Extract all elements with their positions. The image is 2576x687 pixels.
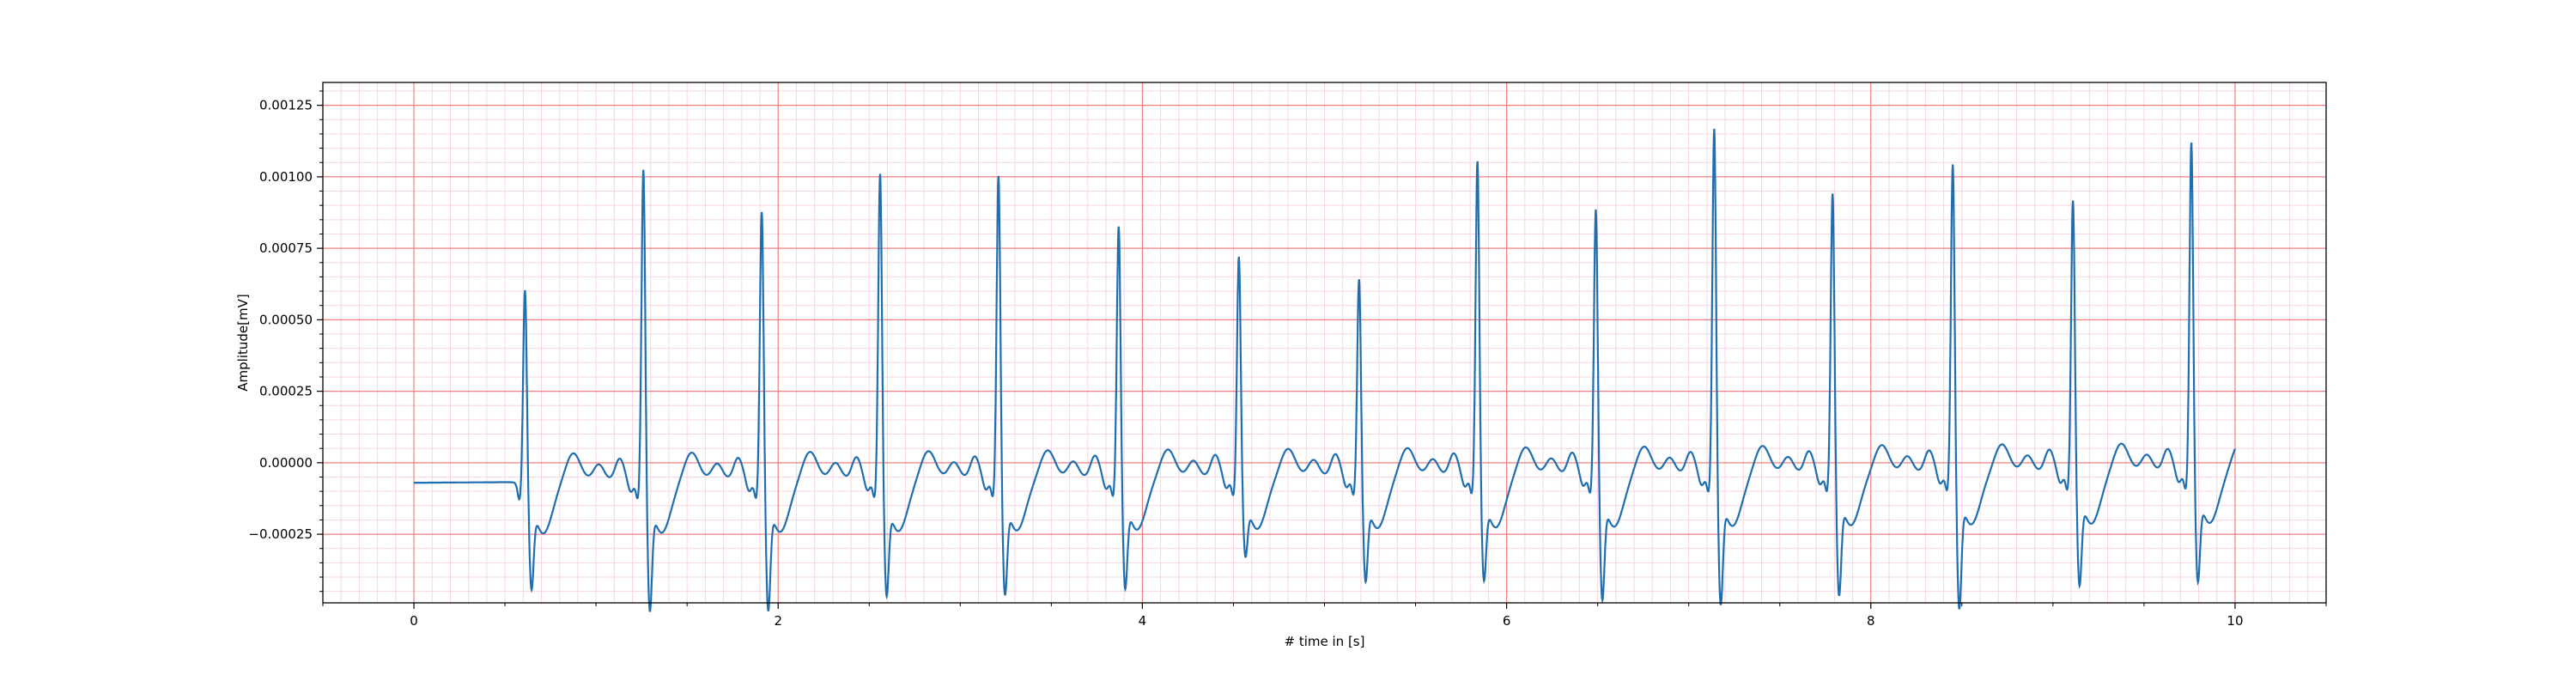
x-axis-label: # time in [s] (1285, 634, 1365, 649)
y-tick-label: 0.00100 (259, 169, 313, 185)
ecg-signal-line (414, 128, 2237, 612)
x-tick-label: 0 (410, 613, 418, 629)
y-tick-label: −0.00025 (248, 526, 313, 542)
y-tick-label: 0.00025 (259, 384, 313, 399)
y-axis-label: Amplitude[mV] (235, 294, 251, 391)
y-tick-label: 0.00050 (259, 312, 313, 327)
x-tick-label: 8 (1867, 613, 1875, 629)
x-tick-label: 4 (1139, 613, 1147, 629)
x-tick-label: 10 (2227, 613, 2243, 629)
y-tick-label: 0.00000 (259, 455, 313, 471)
major-grid (323, 82, 2326, 603)
x-tick-label: 6 (1503, 613, 1511, 629)
y-tick-label: 0.00125 (259, 98, 313, 113)
axis-ticks: 0 2 4 6 8 10 −0.00025 0.00000 0.00025 0.00050 0.00… (248, 90, 2327, 629)
y-tick-label: 0.00075 (259, 240, 313, 256)
x-tick-label: 2 (774, 613, 782, 629)
